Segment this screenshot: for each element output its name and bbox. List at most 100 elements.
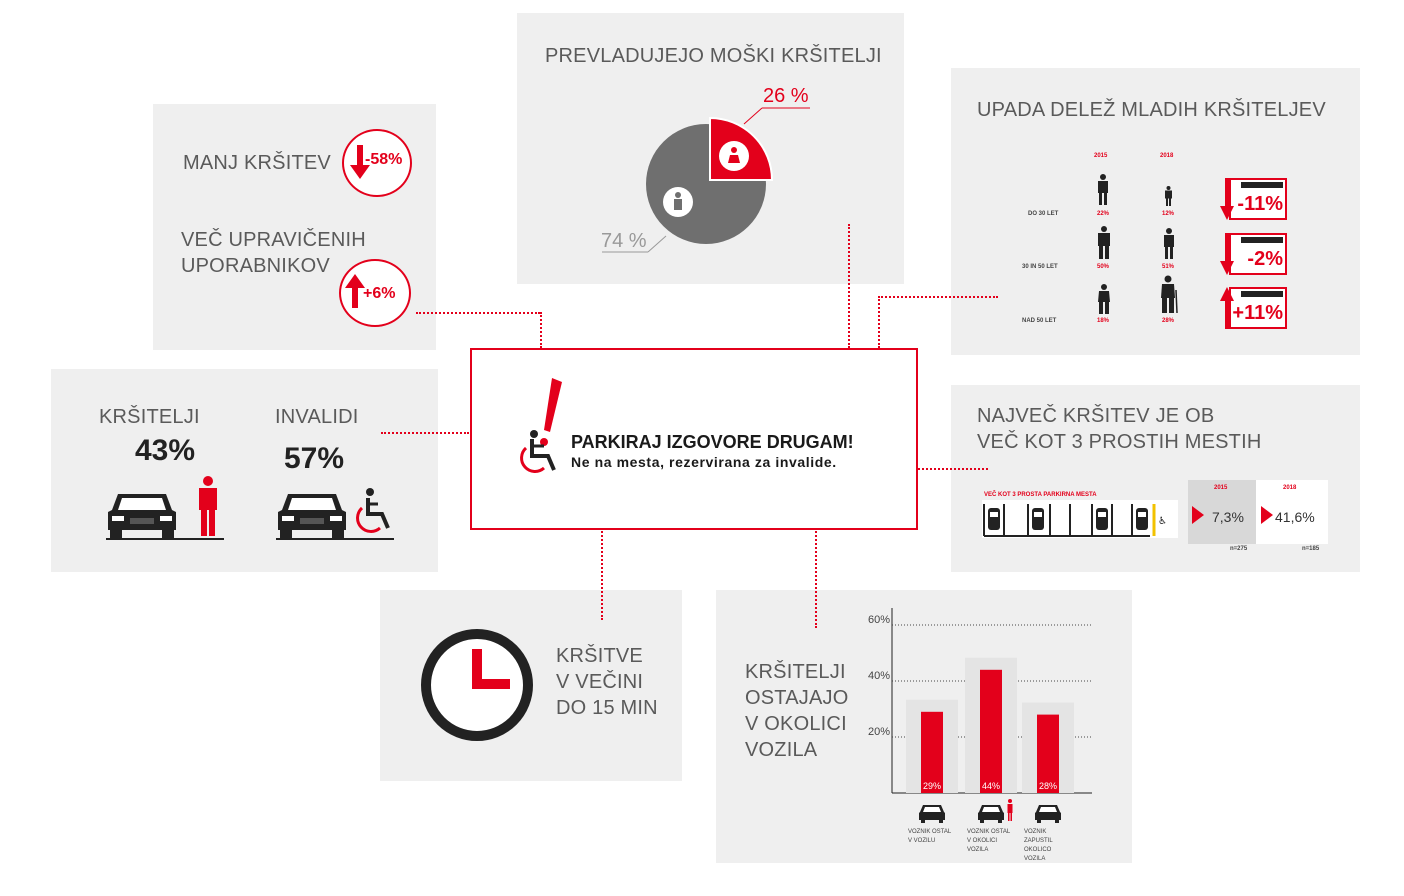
- bar-value-label: 28%: [1039, 781, 1057, 791]
- young-row-3-2018: 28%: [1162, 318, 1175, 324]
- parking-strip: ♿: [982, 500, 1178, 538]
- person-red-icon: [199, 476, 217, 536]
- category-label: VOZILA: [1024, 856, 1045, 862]
- gender-pie: [646, 116, 774, 244]
- wheelchair-icon: [356, 488, 390, 533]
- young-change-2: -2%: [1247, 248, 1283, 270]
- disabled-label: INVALIDI: [275, 406, 359, 428]
- gender-title: PREVLADUJEJO MOŠKI KRŠITELJI: [545, 45, 882, 67]
- spots-year2: 2018: [1283, 485, 1297, 491]
- arrow-down-icon: [1220, 233, 1234, 275]
- spots-value2: 41,6%: [1275, 509, 1315, 525]
- spots-n1: n=275: [1230, 546, 1248, 552]
- person-icon: [1164, 228, 1174, 259]
- young-change-badge-1: -11%: [1229, 178, 1287, 220]
- svg-text:♿: ♿: [1158, 516, 1167, 527]
- spots-year1: 2015: [1214, 485, 1228, 491]
- more-badge: [339, 259, 411, 327]
- bar: [980, 669, 1002, 793]
- connector-young-h: [878, 296, 998, 298]
- young-change-1: -11%: [1237, 193, 1283, 215]
- person-red-icon: [1007, 799, 1013, 821]
- car-front-icon: [1035, 805, 1061, 823]
- bar: [1037, 714, 1059, 793]
- spots-title-line1: NAJVEČ KRŠITEV JE OB: [977, 405, 1215, 427]
- clock-icon: [421, 629, 533, 741]
- young-row-1-2015: 22%: [1097, 211, 1110, 217]
- young-change-3: +11%: [1232, 302, 1283, 324]
- young-row-3-2015: 18%: [1097, 318, 1110, 324]
- more-value: +6%: [363, 285, 396, 302]
- more-label-line1: VEČ UPRAVIČENIH: [181, 229, 366, 251]
- connector-split-h: [381, 432, 469, 434]
- person-icon: [1098, 174, 1108, 205]
- young-year-2018: 2018: [1160, 153, 1174, 159]
- category-label: ZAPUSTIL: [1024, 838, 1053, 844]
- center-subtitle: Ne na mesta, rezervirana za invalide.: [571, 454, 837, 470]
- elderly-person-icon: [1161, 275, 1178, 314]
- arrow-down-icon: [1220, 178, 1234, 220]
- person-icon: [1098, 226, 1110, 259]
- disabled-value: 57%: [284, 442, 345, 475]
- time-line3: DO 15 MIN: [556, 697, 658, 719]
- stay-line1: KRŠITELJI: [745, 661, 846, 683]
- spots-strip-label: VEČ KOT 3 PROSTA PARKIRNA MESTA: [984, 492, 1097, 498]
- female-leader-line: [743, 107, 810, 125]
- connector-stay-v: [815, 528, 817, 628]
- young-change-badge-2: -2%: [1229, 233, 1287, 275]
- arrow-down-icon: [350, 145, 370, 179]
- category-label: V VOZILU: [908, 838, 935, 844]
- category-label: VOZNIK OSTAL: [967, 829, 1011, 835]
- violators-label: KRŠITELJI: [99, 406, 200, 428]
- spots-n2: n=185: [1302, 546, 1320, 552]
- person-icon: [1165, 186, 1172, 206]
- young-row-1-2018: 12%: [1162, 211, 1175, 217]
- more-label-line2: UPORABNIKOV: [181, 255, 330, 277]
- play-arrow-icon: [1192, 506, 1204, 524]
- female-pct: 26 %: [763, 85, 809, 107]
- young-row-label-3: NAD 50 LET: [1022, 318, 1057, 324]
- young-row-label-1: DO 30 LET: [1028, 211, 1059, 217]
- connector-young-v: [878, 296, 880, 348]
- time-line2: V VEČINI: [556, 671, 644, 693]
- fewer-label: MANJ KRŠITEV: [183, 152, 331, 174]
- bar: [921, 711, 943, 793]
- center-box: [470, 348, 918, 530]
- connector-fewer-v: [540, 312, 542, 348]
- young-change-badge-3: +11%: [1229, 287, 1287, 329]
- arrow-up-icon: [1220, 287, 1234, 329]
- fewer-badge: [342, 129, 412, 197]
- category-label: VOZILA: [967, 847, 988, 853]
- car-front-icon: [278, 494, 346, 538]
- play-arrow-icon: [1261, 506, 1273, 524]
- y-tick-label: 60%: [868, 614, 890, 626]
- connector-spots-h: [918, 468, 988, 470]
- connector-time-v: [601, 528, 603, 620]
- stay-line2: OSTAJAJO: [745, 687, 849, 709]
- young-title: UPADA DELEŽ MLADIH KRŠITELJEV: [977, 99, 1326, 121]
- stay-line3: V OKOLICI: [745, 713, 847, 735]
- panel-split: [51, 369, 438, 572]
- center-title: PARKIRAJ IZGOVORE DRUGAM!: [571, 432, 854, 452]
- young-row-2-2015: 50%: [1097, 264, 1110, 270]
- connector-gender-v: [848, 224, 850, 348]
- young-year-2015: 2015: [1094, 153, 1108, 159]
- car-front-icon: [978, 805, 1004, 823]
- stay-line4: VOZILA: [745, 739, 818, 761]
- category-label: V OKOLICI: [967, 838, 997, 844]
- spots-value1: 7,3%: [1212, 509, 1244, 525]
- category-label: OKOLICO: [1024, 847, 1052, 853]
- time-line1: KRŠITVE: [556, 645, 643, 667]
- ground-line: [106, 538, 224, 540]
- male-leader-line: [602, 235, 667, 253]
- spots-title-line2: VEČ KOT 3 PROSTIH MESTIH: [977, 431, 1262, 453]
- car-front-icon: [108, 494, 176, 538]
- y-tick-label: 40%: [868, 670, 890, 682]
- elderly-person-icon: [1098, 284, 1110, 314]
- panel-young: [951, 68, 1360, 355]
- bar-value-label: 44%: [982, 781, 1000, 791]
- wheelchair-exclamation-icon: [520, 378, 562, 473]
- connector-fewer-h: [416, 312, 540, 314]
- male-pct: 74 %: [601, 230, 647, 252]
- young-row-label-2: 30 IN 50 LET: [1022, 264, 1058, 270]
